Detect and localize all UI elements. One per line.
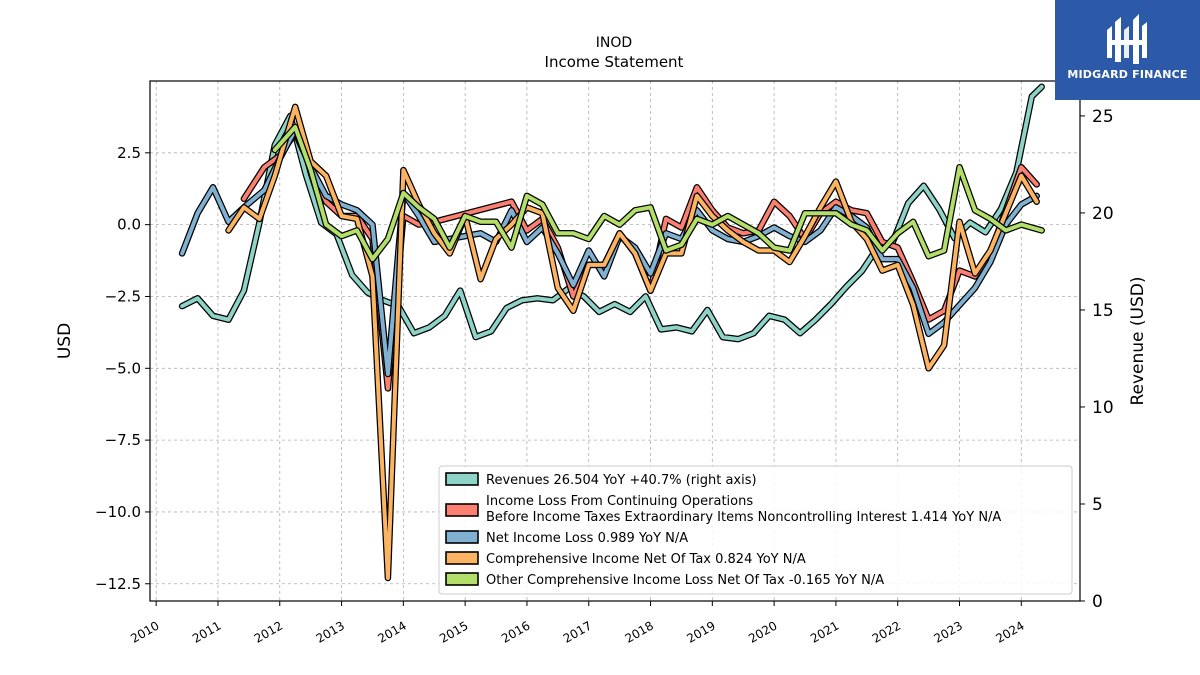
x-tick-label-2020: 2020 [746, 618, 779, 645]
legend-box [438, 465, 1073, 595]
legend-swatch-net-income [445, 530, 479, 544]
x-tick-label-2017: 2017 [561, 618, 594, 645]
y-left-tick-label-3: −5.0 [105, 359, 141, 377]
legend: Revenues 26.504 YoY +40.7% (right axis) … [438, 465, 1073, 595]
y-left-tick-label-4: −7.5 [105, 431, 141, 449]
x-tick-label-2016: 2016 [499, 618, 532, 645]
legend-swatch-comprehensive-income [445, 551, 479, 565]
y-right-tick-label-25: 25 [1092, 107, 1114, 127]
x-tick-label-2021: 2021 [808, 618, 841, 645]
y-left-tick-label-2: −2.5 [105, 287, 141, 305]
legend-swatch-income-loss [445, 503, 479, 517]
y-right-tick-label-20: 20 [1092, 204, 1114, 224]
series-other-comprehensive-income-loss-net-of-tax-line [272, 125, 1044, 262]
chart-title: INOD [596, 35, 632, 51]
brand-logo-text: MIDGARD FINANCE [1067, 68, 1188, 81]
series-layer [178, 83, 1045, 582]
y-left-tick-label-5: −10.0 [95, 503, 141, 521]
legend-label-comprehensive-income: Comprehensive Income Net Of Tax 0.824 Yo… [486, 552, 806, 567]
legend-label-income-loss-line1: Income Loss From Continuing Operations [486, 494, 753, 509]
x-tick-label-2013: 2013 [314, 618, 347, 645]
series-comprehensive-income-net-of-tax-line [226, 104, 1039, 580]
legend-label-other-comprehensive: Other Comprehensive Income Loss Net Of T… [486, 573, 884, 588]
y-axis-right-label: Revenue (USD) [1128, 276, 1148, 405]
legend-label-revenues: Revenues 26.504 YoY +40.7% (right axis) [486, 473, 757, 488]
y-left-tick-label-0: 2.5 [117, 144, 141, 162]
y-axis-left-label: USD [55, 323, 75, 359]
y-right-tick-label-10: 10 [1092, 398, 1114, 418]
x-tick-label-2019: 2019 [684, 618, 717, 645]
x-tick-label-2024: 2024 [993, 618, 1026, 645]
x-tick-label-2023: 2023 [932, 618, 965, 645]
x-tick-label-2014: 2014 [375, 618, 408, 645]
x-tick-label-2012: 2012 [252, 618, 285, 645]
legend-swatch-revenues [445, 472, 479, 486]
y-right-tick-label-5: 5 [1092, 495, 1103, 515]
plot-frame [149, 80, 1081, 602]
y-right-tick-label-0: 0 [1092, 592, 1103, 612]
y-left-tick-label-1: 0.0 [117, 216, 141, 234]
legend-label-net-income: Net Income Loss 0.989 YoY N/A [486, 531, 688, 546]
x-tick-label-2011: 2011 [190, 618, 223, 645]
y-left-tick-label-6: −12.5 [95, 575, 141, 593]
legend-label-income-loss-line2: Before Income Taxes Extraordinary Items … [486, 510, 1001, 525]
brand-logo-mark [1055, 0, 1200, 100]
x-tick-label-2022: 2022 [870, 618, 903, 645]
x-tick-label-2018: 2018 [623, 618, 656, 645]
x-tick-label-2010: 2010 [128, 618, 161, 645]
y-right-tick-label-15: 15 [1092, 301, 1114, 321]
x-tick-label-2015: 2015 [437, 618, 470, 645]
chart-subtitle: Income Statement [545, 53, 684, 71]
brand-logo: MIDGARD FINANCE [1055, 0, 1200, 100]
legend-swatch-other-comprehensive [445, 572, 479, 586]
